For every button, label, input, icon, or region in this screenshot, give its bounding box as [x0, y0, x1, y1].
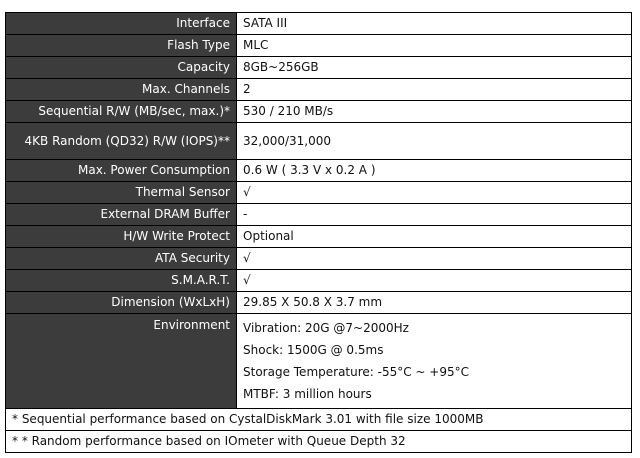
- spec-value: SATA III: [236, 12, 632, 35]
- spec-label: Max. Channels: [5, 78, 237, 101]
- footnote-row: * Sequential performance based on Cystal…: [5, 408, 632, 431]
- spec-value: √: [236, 181, 632, 204]
- spec-value: √: [236, 247, 632, 270]
- environment-line: MTBF: 3 million hours: [243, 387, 372, 401]
- spec-row: Sequential R/W (MB/sec, max.)* 530 / 210 …: [5, 100, 632, 123]
- spec-label: Interface: [5, 12, 237, 35]
- spec-value: Optional: [236, 225, 632, 248]
- spec-value: 2: [236, 78, 632, 101]
- spec-value: 29.85 X 50.8 X 3.7 mm: [236, 291, 632, 314]
- spec-label: H/W Write Protect: [5, 225, 237, 248]
- spec-label: Thermal Sensor: [5, 181, 237, 204]
- spec-label: Capacity: [5, 56, 237, 79]
- spec-value: √: [236, 269, 632, 292]
- spec-value: MLC: [236, 34, 632, 57]
- spec-label: Sequential R/W (MB/sec, max.)*: [5, 100, 237, 123]
- environment-line: Shock: 1500G @ 0.5ms: [243, 343, 384, 357]
- environment-line: Vibration: 20G @7~2000Hz: [243, 321, 409, 335]
- spec-row-environment: Environment Vibration: 20G @7~2000Hz Shock…: [5, 313, 632, 409]
- spec-row: Flash Type MLC: [5, 34, 632, 57]
- footnote: * * Random performance based on IOmeter …: [5, 430, 632, 453]
- spec-label: S.M.A.R.T.: [5, 269, 237, 292]
- spec-value: Vibration: 20G @7~2000Hz Shock: 1500G @ 0…: [236, 313, 632, 409]
- spec-row: Interface SATA III: [5, 12, 632, 35]
- spec-row: External DRAM Buffer -: [5, 203, 632, 226]
- spec-value: 0.6 W ( 3.3 V x 0.2 A ): [236, 159, 632, 182]
- spec-row: Max. Power Consumption 0.6 W ( 3.3 V x 0.…: [5, 159, 632, 182]
- footnote-row: * * Random performance based on IOmeter …: [5, 430, 632, 453]
- spec-value: 32,000/31,000: [236, 122, 632, 160]
- spec-row: ATA Security √: [5, 247, 632, 270]
- spec-label: Flash Type: [5, 34, 237, 57]
- spec-table: Interface SATA III Flash Type MLC Capacity 8G…: [5, 12, 632, 453]
- footnote: * Sequential performance based on Cystal…: [5, 408, 632, 431]
- spec-row: Capacity 8GB~256GB: [5, 56, 632, 79]
- spec-row: Dimension (WxLxH) 29.85 X 50.8 X 3.7 mm: [5, 291, 632, 314]
- spec-value: 8GB~256GB: [236, 56, 632, 79]
- spec-row: H/W Write Protect Optional: [5, 225, 632, 248]
- spec-value: -: [236, 203, 632, 226]
- spec-row: Thermal Sensor √: [5, 181, 632, 204]
- spec-value: 530 / 210 MB/s: [236, 100, 632, 123]
- spec-label: Max. Power Consumption: [5, 159, 237, 182]
- spec-label: External DRAM Buffer: [5, 203, 237, 226]
- spec-row: 4KB Random (QD32) R/W (IOPS)** 32,000/31,…: [5, 122, 632, 160]
- environment-line: Storage Temperature: -55°C ~ +95°C: [243, 365, 470, 379]
- spec-row: S.M.A.R.T. √: [5, 269, 632, 292]
- spec-label: 4KB Random (QD32) R/W (IOPS)**: [5, 122, 237, 160]
- spec-label: Environment: [5, 313, 237, 409]
- spec-label: ATA Security: [5, 247, 237, 270]
- spec-row: Max. Channels 2: [5, 78, 632, 101]
- spec-label: Dimension (WxLxH): [5, 291, 237, 314]
